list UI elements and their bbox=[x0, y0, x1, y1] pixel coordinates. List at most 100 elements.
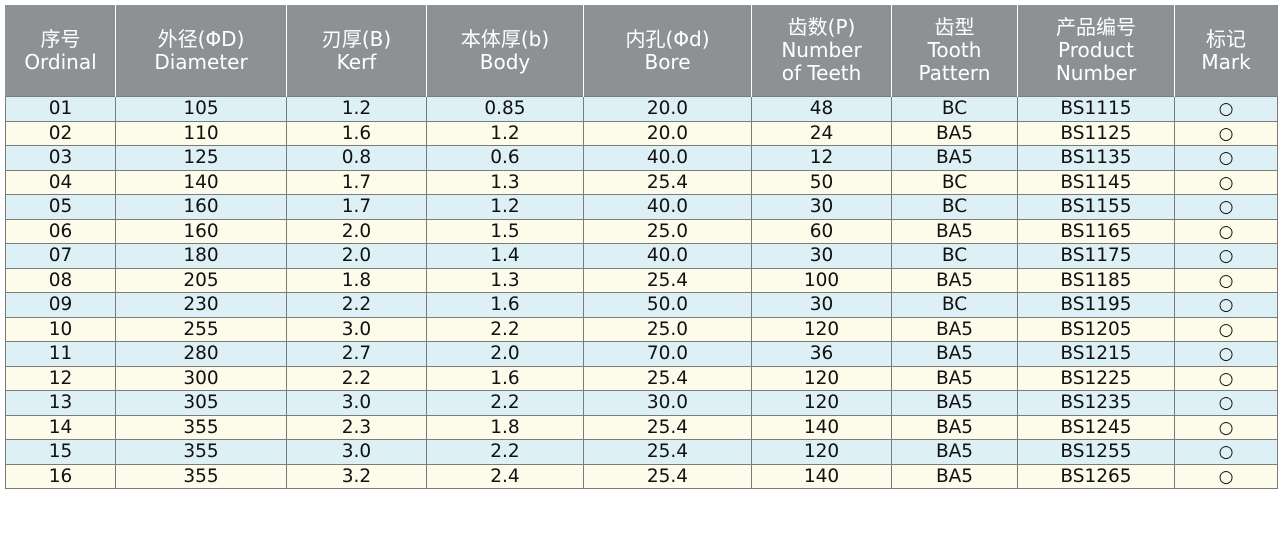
column-header-line: Number bbox=[1055, 61, 1137, 85]
cell-body: 2.4 bbox=[426, 463, 584, 489]
cell-teeth: 30 bbox=[751, 292, 892, 318]
cell-bore: 40.0 bbox=[583, 243, 752, 269]
cell-ordinal: 08 bbox=[5, 267, 116, 293]
cell-bore: 25.4 bbox=[583, 414, 752, 440]
mark-circle-icon: ○ bbox=[1218, 368, 1234, 389]
cell-teeth: 120 bbox=[751, 439, 892, 465]
table-row: 03 125 0.8 0.6 40.0 12 BA5 BS1135 ○ bbox=[5, 145, 1278, 171]
table-row: 04 140 1.7 1.3 25.4 50 BC BS1145 ○ bbox=[5, 169, 1278, 195]
cell-bore: 25.0 bbox=[583, 316, 752, 342]
spec-table: 序号 Ordinal 外径(ΦD) Diameter 刃厚(B) Kerf 本体厚(b) Bo… bbox=[5, 5, 1278, 489]
column-header-line: Product bbox=[1058, 38, 1134, 62]
mark-circle-icon: ○ bbox=[1218, 123, 1234, 144]
cell-tooth-pattern: BA5 bbox=[891, 120, 1018, 146]
cell-product-number: BS1155 bbox=[1017, 194, 1175, 220]
cell-bore: 25.0 bbox=[583, 218, 752, 244]
cell-diameter: 105 bbox=[115, 96, 287, 122]
cell-diameter: 125 bbox=[115, 145, 287, 171]
cell-diameter: 355 bbox=[115, 439, 287, 465]
cell-tooth-pattern: BC bbox=[891, 243, 1018, 269]
cell-bore: 50.0 bbox=[583, 292, 752, 318]
cell-diameter: 255 bbox=[115, 316, 287, 342]
cell-diameter: 355 bbox=[115, 414, 287, 440]
cell-mark: ○ bbox=[1174, 120, 1278, 146]
column-header-line: Kerf bbox=[336, 49, 377, 74]
cell-kerf: 1.6 bbox=[286, 120, 427, 146]
column-header-teeth: 齿数(P) Number of Teeth bbox=[751, 5, 892, 97]
table-row: 16 355 3.2 2.4 25.4 140 BA5 BS1265 ○ bbox=[5, 463, 1278, 489]
cell-mark: ○ bbox=[1174, 194, 1278, 220]
cell-body: 2.0 bbox=[426, 341, 584, 367]
cell-teeth: 24 bbox=[751, 120, 892, 146]
column-header-line: 序号 bbox=[40, 26, 81, 51]
cell-product-number: BS1225 bbox=[1017, 365, 1175, 391]
cell-teeth: 100 bbox=[751, 267, 892, 293]
column-header-body: 本体厚(b) Body bbox=[426, 5, 584, 97]
mark-circle-icon: ○ bbox=[1218, 393, 1234, 414]
mark-circle-icon: ○ bbox=[1218, 221, 1234, 242]
cell-ordinal: 09 bbox=[5, 292, 116, 318]
table-row: 02 110 1.6 1.2 20.0 24 BA5 BS1125 ○ bbox=[5, 120, 1278, 146]
table-row: 06 160 2.0 1.5 25.0 60 BA5 BS1165 ○ bbox=[5, 218, 1278, 244]
cell-teeth: 36 bbox=[751, 341, 892, 367]
cell-mark: ○ bbox=[1174, 267, 1278, 293]
table-row: 15 355 3.0 2.2 25.4 120 BA5 BS1255 ○ bbox=[5, 439, 1278, 465]
cell-teeth: 50 bbox=[751, 169, 892, 195]
cell-body: 1.4 bbox=[426, 243, 584, 269]
table-row: 13 305 3.0 2.2 30.0 120 BA5 BS1235 ○ bbox=[5, 390, 1278, 416]
table-row: 01 105 1.2 0.85 20.0 48 BC BS1115 ○ bbox=[5, 96, 1278, 122]
mark-circle-icon: ○ bbox=[1218, 148, 1234, 169]
cell-diameter: 280 bbox=[115, 341, 287, 367]
cell-body: 2.2 bbox=[426, 439, 584, 465]
cell-kerf: 1.7 bbox=[286, 169, 427, 195]
cell-diameter: 160 bbox=[115, 218, 287, 244]
column-header-line: Body bbox=[479, 49, 531, 74]
cell-product-number: BS1205 bbox=[1017, 316, 1175, 342]
cell-kerf: 1.8 bbox=[286, 267, 427, 293]
mark-circle-icon: ○ bbox=[1218, 99, 1234, 120]
table-row: 07 180 2.0 1.4 40.0 30 BC BS1175 ○ bbox=[5, 243, 1278, 269]
cell-diameter: 300 bbox=[115, 365, 287, 391]
cell-tooth-pattern: BC bbox=[891, 96, 1018, 122]
cell-mark: ○ bbox=[1174, 218, 1278, 244]
cell-teeth: 140 bbox=[751, 463, 892, 489]
cell-ordinal: 11 bbox=[5, 341, 116, 367]
cell-tooth-pattern: BC bbox=[891, 169, 1018, 195]
table-row: 12 300 2.2 1.6 25.4 120 BA5 BS1225 ○ bbox=[5, 365, 1278, 391]
cell-bore: 40.0 bbox=[583, 194, 752, 220]
table-row: 09 230 2.2 1.6 50.0 30 BC BS1195 ○ bbox=[5, 292, 1278, 318]
cell-kerf: 3.0 bbox=[286, 439, 427, 465]
cell-bore: 30.0 bbox=[583, 390, 752, 416]
cell-ordinal: 06 bbox=[5, 218, 116, 244]
cell-mark: ○ bbox=[1174, 414, 1278, 440]
cell-ordinal: 10 bbox=[5, 316, 116, 342]
cell-product-number: BS1265 bbox=[1017, 463, 1175, 489]
cell-mark: ○ bbox=[1174, 439, 1278, 465]
cell-body: 1.2 bbox=[426, 194, 584, 220]
spec-table-container: 序号 Ordinal 外径(ΦD) Diameter 刃厚(B) Kerf 本体厚(b) Bo… bbox=[5, 5, 1278, 489]
cell-teeth: 48 bbox=[751, 96, 892, 122]
column-header-line: 内孔(Φd) bbox=[625, 26, 710, 51]
cell-mark: ○ bbox=[1174, 316, 1278, 342]
table-row: 08 205 1.8 1.3 25.4 100 BA5 BS1185 ○ bbox=[5, 267, 1278, 293]
column-header-diameter: 外径(ΦD) Diameter bbox=[115, 5, 287, 97]
column-header-line: of Teeth bbox=[781, 61, 862, 85]
cell-bore: 25.4 bbox=[583, 365, 752, 391]
cell-body: 1.3 bbox=[426, 267, 584, 293]
cell-product-number: BS1215 bbox=[1017, 341, 1175, 367]
cell-bore: 20.0 bbox=[583, 120, 752, 146]
column-header-line: 外径(ΦD) bbox=[157, 26, 245, 51]
column-header-line: Mark bbox=[1201, 49, 1251, 74]
cell-tooth-pattern: BA5 bbox=[891, 390, 1018, 416]
cell-product-number: BS1255 bbox=[1017, 439, 1175, 465]
cell-diameter: 230 bbox=[115, 292, 287, 318]
mark-circle-icon: ○ bbox=[1218, 344, 1234, 365]
cell-diameter: 110 bbox=[115, 120, 287, 146]
cell-diameter: 140 bbox=[115, 169, 287, 195]
table-body: 01 105 1.2 0.85 20.0 48 BC BS1115 ○ 02 110 1.6 1.2 20… bbox=[5, 96, 1278, 489]
cell-tooth-pattern: BC bbox=[891, 292, 1018, 318]
cell-tooth-pattern: BA5 bbox=[891, 439, 1018, 465]
cell-product-number: BS1185 bbox=[1017, 267, 1175, 293]
cell-ordinal: 15 bbox=[5, 439, 116, 465]
cell-body: 2.2 bbox=[426, 390, 584, 416]
